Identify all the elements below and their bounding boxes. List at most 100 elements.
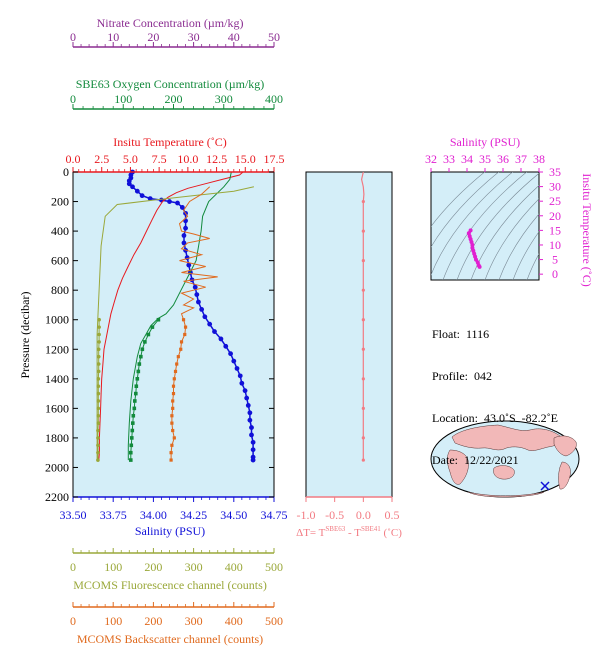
- backscatter-axis-tick-label: 200: [144, 614, 162, 628]
- ts-salinity-tick-label: 35: [479, 152, 491, 166]
- map-land-eurasia: [451, 424, 562, 451]
- salinity-axis-tick-label: 34.25: [180, 508, 207, 522]
- map-land-antarctica: [467, 491, 545, 498]
- salinity-point: [130, 184, 135, 190]
- nitrate-axis-tick-label: 20: [147, 30, 159, 44]
- delta-tick-label: 0.5: [385, 508, 400, 522]
- isopycnal-line: [431, 172, 500, 248]
- backscatter-point: [171, 384, 176, 388]
- salinity-point: [250, 447, 256, 453]
- pressure-tick-label: 1200: [45, 342, 69, 356]
- fluorescence-point: [96, 369, 101, 374]
- delta-t-point: [361, 259, 365, 263]
- delta-t-point: [361, 436, 365, 440]
- fluorescence-point: [96, 421, 101, 425]
- backscatter-point: [171, 399, 175, 403]
- temperature-axis-tick-label: 2.5: [94, 152, 109, 166]
- fluorescence-point: [96, 354, 101, 359]
- salinity-point: [139, 193, 145, 199]
- backscatter-axis-tick-label: 0: [70, 614, 76, 628]
- delta-t-point: [361, 318, 365, 322]
- salinity-point: [179, 205, 185, 210]
- temperature-axis-tick-label: 17.5: [264, 152, 285, 166]
- delta-tick-label: -1.0: [297, 508, 316, 522]
- backscatter-point: [179, 347, 183, 351]
- salinity-axis-tick-label: 33.75: [100, 508, 127, 522]
- fluorescence-axis-tick-label: 400: [225, 560, 243, 574]
- fluorescence-point: [96, 391, 101, 396]
- salinity-point: [234, 366, 240, 371]
- salinity-point: [237, 373, 243, 379]
- fluorescence-axis-tick-label: 100: [104, 560, 122, 574]
- backscatter-axis-tick-label: 500: [265, 614, 283, 628]
- main-plot-area: [72, 171, 275, 498]
- salinity-point: [159, 197, 164, 203]
- delta-t-point: [361, 288, 365, 292]
- pressure-tick-label: 800: [51, 283, 69, 297]
- ts-point: [468, 228, 473, 233]
- pressure-tick-label: 0: [63, 165, 69, 179]
- ts-plot-area: [430, 171, 540, 281]
- salinity-point: [212, 329, 217, 334]
- oxygen-axis-tick-label: 0: [70, 92, 76, 106]
- oxygen-bottle-point: [137, 362, 142, 366]
- pressure-tick-label: 1400: [45, 372, 69, 386]
- backscatter-point: [183, 325, 188, 329]
- oxygen-axis-tick-label: 400: [265, 92, 283, 106]
- oxygen-bottle-point: [130, 428, 135, 433]
- fluorescence-point: [96, 406, 101, 411]
- isopycnal-line: [512, 231, 539, 280]
- delta-t-point: [361, 458, 365, 462]
- temperature-axis-tick-label: 5.0: [123, 152, 138, 166]
- ts-temperature-axis-title: Insitu Temperature (˚C): [580, 173, 594, 287]
- ts-temp-tick-label: 30: [549, 180, 561, 194]
- fluorescence-point: [97, 325, 101, 329]
- salinity-point: [244, 395, 250, 401]
- nitrate-axis-tick-label: 50: [268, 30, 280, 44]
- pressure-tick-label: 1800: [45, 431, 69, 445]
- backscatter-point: [171, 406, 175, 410]
- salinity-point: [239, 380, 245, 386]
- salinity-point: [181, 240, 187, 246]
- oxygen-bottle-point: [134, 384, 139, 389]
- ts-temp-tick-label: 35: [549, 165, 561, 179]
- oxygen-bottle-point: [131, 413, 136, 418]
- oxygen-bottle-point: [146, 332, 151, 337]
- temperature-axis-tick-label: 7.5: [152, 152, 167, 166]
- isopycnal-line: [431, 172, 514, 276]
- salinity-point: [249, 425, 254, 430]
- salinity-point: [223, 343, 229, 349]
- backscatter-point: [170, 443, 174, 447]
- oxygen-axis-tick-label: 100: [114, 92, 132, 106]
- delta-plot-area: [305, 171, 393, 498]
- oxygen-axis-tick-label: 200: [165, 92, 183, 106]
- fluorescence-point: [96, 384, 101, 389]
- fluorescence-axis-title: MCOMS Fluorescence channel (counts): [73, 578, 267, 592]
- oxygen-axis-tick-label: 300: [215, 92, 233, 106]
- pressure-tick-label: 1600: [45, 401, 69, 415]
- salinity-point: [183, 225, 188, 231]
- delta-tick-label: -0.5: [325, 508, 344, 522]
- float-location-marker: [540, 481, 550, 491]
- backscatter-axis-tick-label: 300: [185, 614, 203, 628]
- oxygen-bottle-point: [132, 406, 137, 411]
- backscatter-point: [183, 332, 187, 337]
- oxygen-bottle-point: [134, 391, 138, 396]
- salinity-point: [231, 358, 237, 364]
- salinity-point: [192, 284, 198, 290]
- salinity-point: [186, 262, 192, 268]
- salinity-axis-tick-label: 34.00: [140, 508, 167, 522]
- salinity-point: [249, 432, 254, 438]
- float-id: Float: 1116: [432, 327, 490, 341]
- salinity-point: [247, 410, 253, 416]
- salinity-point: [126, 181, 132, 187]
- ts-temp-tick-label: 0: [552, 267, 558, 281]
- fluorescence-point: [96, 362, 101, 366]
- isopycnal-line: [442, 172, 528, 280]
- salinity-point: [250, 457, 256, 463]
- backscatter-point: [173, 369, 178, 374]
- oxygen-bottle-point: [135, 377, 140, 381]
- pressure-tick-label: 600: [51, 254, 69, 268]
- salinity-point: [247, 417, 253, 423]
- oxygen-bottle-point: [156, 317, 161, 322]
